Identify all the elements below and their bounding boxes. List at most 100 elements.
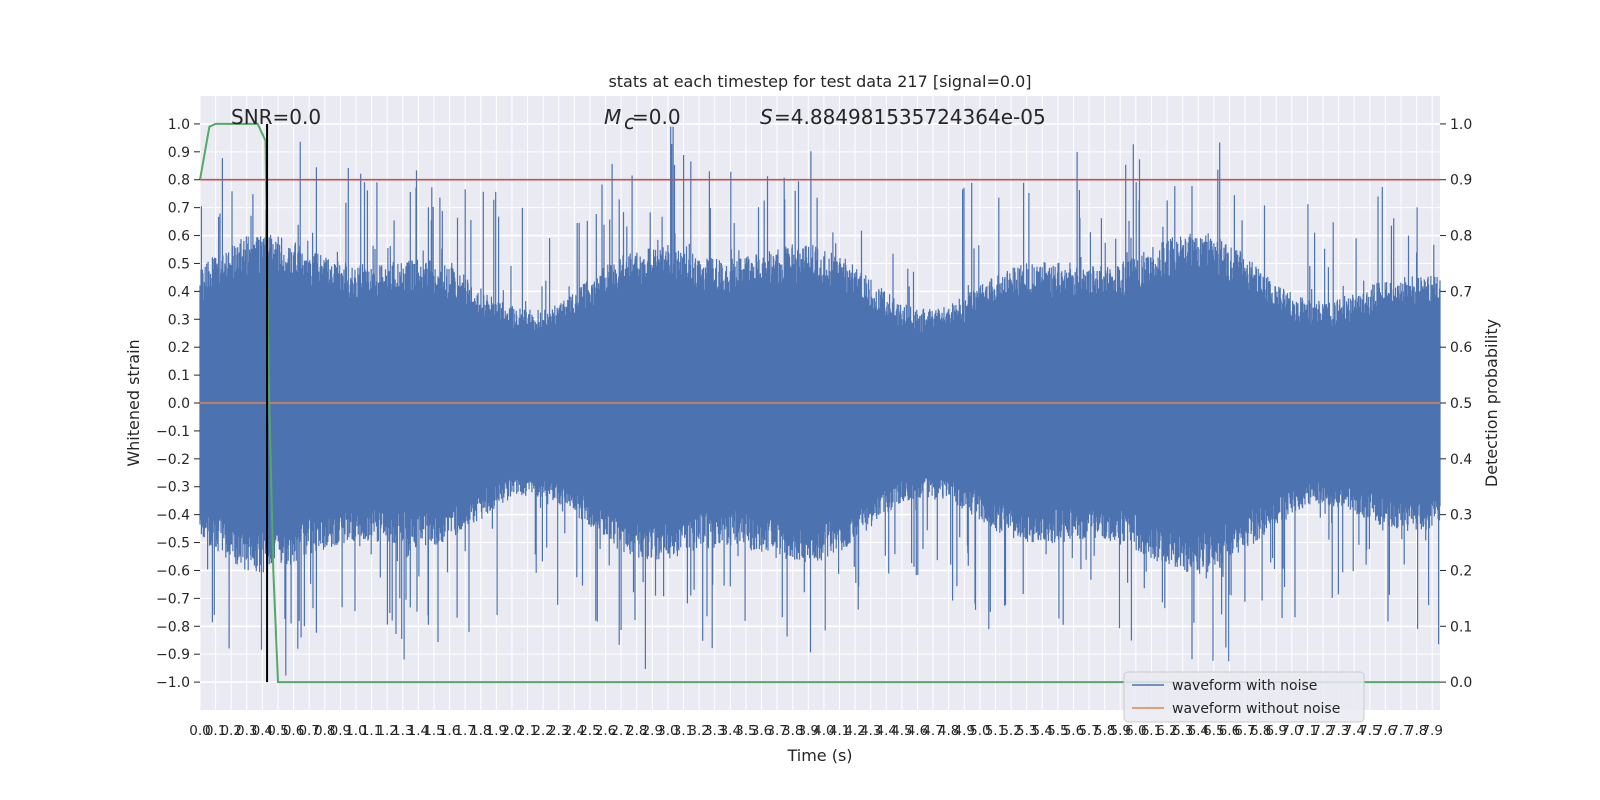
chirp-mass-symbol: M <box>604 105 621 129</box>
x-tick-label: 6.7 <box>1234 723 1255 739</box>
x-tick-label: 7.8 <box>1406 723 1427 739</box>
x-tick-label: 7.5 <box>1359 723 1380 739</box>
x-tick-label: 1.1 <box>361 723 382 739</box>
statistic-symbol: S <box>760 105 773 129</box>
x-tick-label: 4.1 <box>829 723 850 739</box>
x-tick-label: 5.5 <box>1047 723 1068 739</box>
waveform-with-noise-line <box>199 126 1441 676</box>
x-tick-label: 0.9 <box>330 723 351 739</box>
x-tick-label: 1.7 <box>454 723 475 739</box>
x-tick-label: 5.3 <box>1016 723 1037 739</box>
x-tick-label: 7.4 <box>1343 723 1364 739</box>
y-tick-label-right: 0.2 <box>1450 563 1472 579</box>
x-tick-label: 0.6 <box>283 723 304 739</box>
x-tick-label: 1.5 <box>423 723 444 739</box>
y-tick-label-left: 0.6 <box>168 229 190 245</box>
x-tick-label: 5.6 <box>1063 723 1084 739</box>
x-tick-label: 3.3 <box>704 723 725 739</box>
y-tick-label-right: 0.5 <box>1450 396 1472 412</box>
y-tick-label-left: −0.8 <box>156 619 190 635</box>
x-tick-label: 7.9 <box>1421 723 1442 739</box>
y-tick-label-left: −0.2 <box>156 452 190 468</box>
y-tick-label-right: 0.1 <box>1450 619 1472 635</box>
x-tick-label: 2.1 <box>517 723 538 739</box>
chirp-mass-value: =0.0 <box>632 105 681 129</box>
x-tick-label: 3.1 <box>673 723 694 739</box>
y-tick-label-left: −0.9 <box>156 647 190 663</box>
axis-ticks: 0.00.10.20.30.40.50.60.70.80.91.01.11.21… <box>156 117 1472 739</box>
x-tick-label: 0.1 <box>205 723 226 739</box>
x-tick-label: 1.6 <box>439 723 460 739</box>
x-tick-label: 3.6 <box>751 723 772 739</box>
x-tick-label: 0.8 <box>314 723 335 739</box>
y-tick-label-left: 0.5 <box>168 256 190 272</box>
x-tick-label: 3.7 <box>766 723 787 739</box>
x-tick-label: 2.6 <box>595 723 616 739</box>
x-tick-label: 2.4 <box>564 723 585 739</box>
x-tick-label: 7.7 <box>1390 723 1411 739</box>
statistic-value: =4.884981535724364e-05 <box>774 105 1046 129</box>
x-tick-label: 7.1 <box>1297 723 1318 739</box>
y-tick-label-right: 0.9 <box>1450 173 1472 189</box>
x-tick-label: 6.2 <box>1156 723 1177 739</box>
x-tick-label: 0.4 <box>252 723 273 739</box>
annotation-snr: SNR=0.0 <box>231 105 321 129</box>
annotation-chirp-mass: M c =0.0 <box>604 105 681 134</box>
x-tick-label: 5.8 <box>1094 723 1115 739</box>
x-tick-label: 0.0 <box>189 723 210 739</box>
x-tick-label: 6.4 <box>1187 723 1208 739</box>
series-waveform-with-noise <box>199 126 1441 676</box>
y-tick-label-right: 0.4 <box>1450 452 1472 468</box>
y-tick-label-left: 0.1 <box>168 368 190 384</box>
x-tick-label: 3.0 <box>657 723 678 739</box>
x-tick-label: 4.4 <box>876 723 897 739</box>
x-tick-label: 4.7 <box>922 723 943 739</box>
y-tick-label-right: 0.3 <box>1450 508 1472 524</box>
y-tick-label-right: 0.0 <box>1450 675 1472 691</box>
x-tick-label: 7.3 <box>1328 723 1349 739</box>
x-tick-label: 2.7 <box>610 723 631 739</box>
y-tick-label-left: 0.7 <box>168 201 190 217</box>
y-tick-label-left: 1.0 <box>168 117 190 133</box>
x-tick-label: 4.5 <box>891 723 912 739</box>
x-tick-label: 0.2 <box>220 723 241 739</box>
x-tick-label: 5.7 <box>1078 723 1099 739</box>
x-tick-label: 2.9 <box>642 723 663 739</box>
detection-probability-line <box>199 122 1440 684</box>
y-tick-label-left: −0.6 <box>156 563 190 579</box>
y-tick-label-left: 0.4 <box>168 284 190 300</box>
x-tick-label: 1.2 <box>376 723 397 739</box>
x-tick-label: 6.9 <box>1265 723 1286 739</box>
y-tick-label-left: −0.7 <box>156 591 190 607</box>
x-tick-label: 3.9 <box>798 723 819 739</box>
y-axis-label-left: Whitened strain <box>124 339 143 466</box>
x-tick-label: 0.3 <box>236 723 257 739</box>
x-tick-label: 6.0 <box>1125 723 1146 739</box>
x-tick-label: 4.2 <box>844 723 865 739</box>
y-tick-label-left: −1.0 <box>156 675 190 691</box>
x-tick-label: 4.6 <box>907 723 928 739</box>
y-tick-label-left: −0.5 <box>156 536 190 552</box>
x-tick-label: 6.8 <box>1250 723 1271 739</box>
y-axis-label-right: Detection probability <box>1482 319 1501 487</box>
chart-title: stats at each timestep for test data 217… <box>608 72 1031 91</box>
x-tick-label: 6.3 <box>1172 723 1193 739</box>
legend-box <box>1123 671 1365 723</box>
x-tick-label: 1.0 <box>345 723 366 739</box>
y-tick-label-left: −0.1 <box>156 424 190 440</box>
x-tick-label: 5.2 <box>1000 723 1021 739</box>
x-tick-label: 6.6 <box>1219 723 1240 739</box>
x-tick-label: 3.4 <box>720 723 741 739</box>
x-tick-label: 0.7 <box>298 723 319 739</box>
y-tick-label-left: −0.4 <box>156 508 190 524</box>
x-tick-label: 4.0 <box>813 723 834 739</box>
legend-label-clean: waveform without noise <box>1172 701 1340 717</box>
x-tick-label: 4.8 <box>938 723 959 739</box>
y-tick-label-right: 0.6 <box>1450 340 1472 356</box>
x-tick-label: 5.1 <box>985 723 1006 739</box>
x-tick-label: 6.1 <box>1141 723 1162 739</box>
y-tick-label-left: 0.9 <box>168 145 190 161</box>
x-tick-label: 3.8 <box>782 723 803 739</box>
x-tick-label: 2.0 <box>501 723 522 739</box>
